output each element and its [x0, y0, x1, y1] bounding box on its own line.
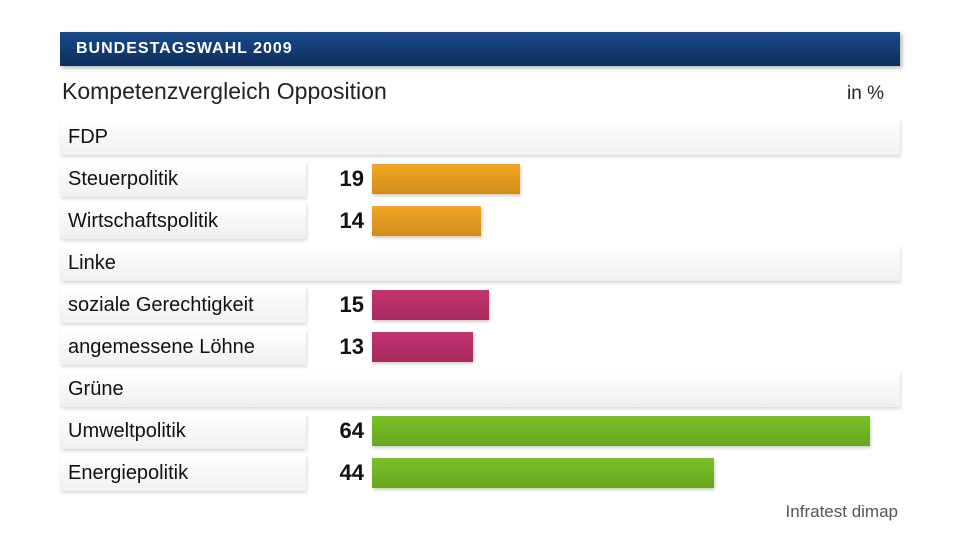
bar: [372, 332, 473, 362]
group-header: Grüne: [60, 371, 900, 407]
data-row: Wirtschaftspolitik 14: [60, 203, 900, 239]
bar: [372, 164, 520, 194]
unit-label: in %: [847, 83, 884, 105]
bar: [372, 290, 489, 320]
header-title: BUNDESTAGSWAHL 2009: [60, 32, 900, 66]
row-value: 15: [316, 287, 372, 323]
bar: [372, 206, 481, 236]
bar-track: [372, 161, 900, 197]
bar-track: [372, 455, 900, 491]
row-value: 44: [316, 455, 372, 491]
row-label: Umweltpolitik: [60, 413, 306, 449]
subtitle: Kompetenzvergleich Opposition: [62, 78, 387, 105]
data-row: angemessene Löhne 13: [60, 329, 900, 365]
row-value: 64: [316, 413, 372, 449]
subtitle-row: Kompetenzvergleich Opposition in %: [60, 66, 900, 119]
bar-track: [372, 203, 900, 239]
group-header: FDP: [60, 119, 900, 155]
bar: [372, 458, 714, 488]
data-row: Umweltpolitik 64: [60, 413, 900, 449]
row-value: 13: [316, 329, 372, 365]
data-row: Steuerpolitik 19: [60, 161, 900, 197]
row-label: soziale Gerechtigkeit: [60, 287, 306, 323]
chart-area: FDP Steuerpolitik 19 Wirtschaftspolitik 14 Li…: [60, 119, 900, 491]
row-label: Steuerpolitik: [60, 161, 306, 197]
bar-track: [372, 329, 900, 365]
bar-track: [372, 287, 900, 323]
data-row: soziale Gerechtigkeit 15: [60, 287, 900, 323]
bar: [372, 416, 870, 446]
row-label: angemessene Löhne: [60, 329, 306, 365]
source-label: Infratest dimap: [786, 502, 898, 522]
group-header: Linke: [60, 245, 900, 281]
row-label: Energiepolitik: [60, 455, 306, 491]
row-label: Wirtschaftspolitik: [60, 203, 306, 239]
row-value: 14: [316, 203, 372, 239]
bar-track: [372, 413, 900, 449]
row-value: 19: [316, 161, 372, 197]
data-row: Energiepolitik 44: [60, 455, 900, 491]
